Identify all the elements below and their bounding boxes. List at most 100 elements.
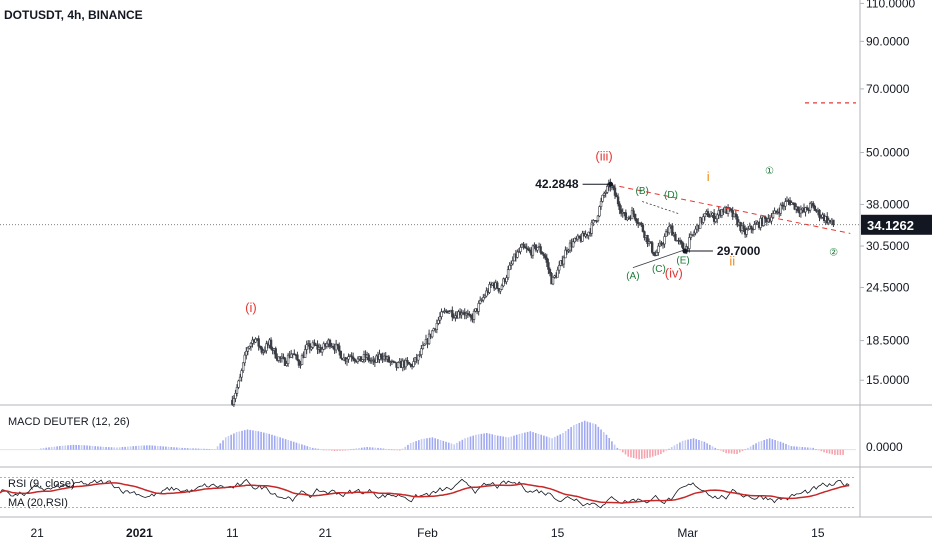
macd-bar <box>611 441 613 450</box>
macd-bar <box>409 443 412 450</box>
macd-bar <box>230 434 232 450</box>
time-tick-label: 15 <box>551 526 565 540</box>
macd-bar <box>472 435 475 450</box>
candle-body <box>615 195 618 198</box>
macd-bar <box>97 446 99 450</box>
wave-label-green: (B) <box>636 186 649 197</box>
macd-bar <box>434 438 436 450</box>
macd-bar <box>679 442 681 450</box>
macd-bar <box>219 443 222 450</box>
time-axis-labels: 21 2021 11 21 Feb 15 Mar 15 <box>30 526 824 540</box>
candle-body <box>353 358 356 362</box>
candle-body <box>466 313 470 315</box>
macd-bar <box>45 447 48 450</box>
macd-bar <box>118 447 121 450</box>
macd-bar <box>241 430 243 450</box>
candle-body <box>303 349 307 358</box>
wave-label-green: ② <box>829 248 838 259</box>
candle-body <box>441 311 445 313</box>
candle-body <box>245 350 248 356</box>
macd-bar <box>271 434 273 450</box>
candle-body <box>359 356 363 362</box>
macd-bar <box>730 449 733 454</box>
candle-body <box>796 206 800 212</box>
price-tick-label: 90.0000 <box>866 34 910 48</box>
candle-body <box>601 194 604 202</box>
candle-body <box>606 186 609 193</box>
macd-bar <box>823 449 825 453</box>
rsi-ma-label: MA (20,RSI) <box>8 497 68 509</box>
macd-bar <box>711 446 714 450</box>
macd-bar <box>396 449 398 451</box>
candle-body <box>664 231 668 237</box>
macd-bar <box>581 421 583 450</box>
candle-body <box>296 354 299 361</box>
macd-bar <box>752 444 755 450</box>
macd-bar <box>834 449 836 455</box>
candle-body <box>285 363 288 366</box>
macd-bar <box>684 440 687 450</box>
candle-body <box>699 217 702 229</box>
macd-bar <box>99 446 102 450</box>
candle-body <box>480 299 483 302</box>
candle-body <box>522 244 525 247</box>
candle-body <box>668 226 671 234</box>
candle-body <box>539 246 542 253</box>
candle-body <box>505 277 508 282</box>
macd-bar <box>322 449 325 451</box>
candle-body <box>612 185 615 189</box>
candle-body <box>240 370 243 378</box>
macd-bar <box>358 448 360 450</box>
candle-body <box>334 343 338 351</box>
candle-body <box>709 214 713 217</box>
candle-body <box>241 362 245 371</box>
candle-body <box>502 278 505 287</box>
macd-bar <box>605 434 608 450</box>
macd-bar <box>502 436 504 450</box>
candle-body <box>558 265 561 271</box>
macd-bar <box>292 441 295 450</box>
macd-bar <box>273 435 276 450</box>
macd-bar <box>573 425 575 450</box>
macd-bar <box>491 434 494 450</box>
macd-bar <box>113 447 116 450</box>
macd-bar <box>774 440 776 450</box>
candle-body <box>703 213 707 217</box>
macd-bar <box>744 449 746 451</box>
time-tick-label: 2021 <box>126 526 153 540</box>
candle-body <box>832 219 835 226</box>
macd-bar <box>175 447 178 450</box>
candle-body <box>516 251 519 258</box>
macd-bar <box>165 446 167 450</box>
time-tick-label: 21 <box>319 526 333 540</box>
macd-bar <box>447 442 450 450</box>
chart-title: DOTUSDT, 4h, BINANCE <box>4 8 143 22</box>
macd-bar <box>676 443 678 450</box>
candle-body <box>633 213 637 220</box>
macd-bar <box>211 449 213 450</box>
candle-body <box>322 343 325 350</box>
candle-body <box>544 255 547 259</box>
macd-bar <box>728 449 730 454</box>
candle-body <box>745 229 748 235</box>
candle-body <box>587 231 590 236</box>
candle-body <box>602 192 606 196</box>
macd-bar <box>641 449 643 459</box>
macd-bar <box>624 449 627 455</box>
macd-bar <box>59 446 61 450</box>
macd-bar <box>72 444 75 450</box>
time-tick-label: Feb <box>417 526 438 540</box>
candle-body <box>417 354 420 361</box>
candle-body <box>393 361 397 363</box>
macd-bar <box>755 443 757 450</box>
macd-bar <box>260 431 262 450</box>
macd-bar <box>842 449 844 455</box>
macd-bar <box>632 449 635 458</box>
macd-bar <box>363 447 366 450</box>
macd-bar <box>94 446 96 450</box>
macd-bar <box>382 448 385 450</box>
macd-bar <box>431 437 434 450</box>
macd-bar <box>777 440 779 450</box>
macd-bar <box>287 440 290 450</box>
